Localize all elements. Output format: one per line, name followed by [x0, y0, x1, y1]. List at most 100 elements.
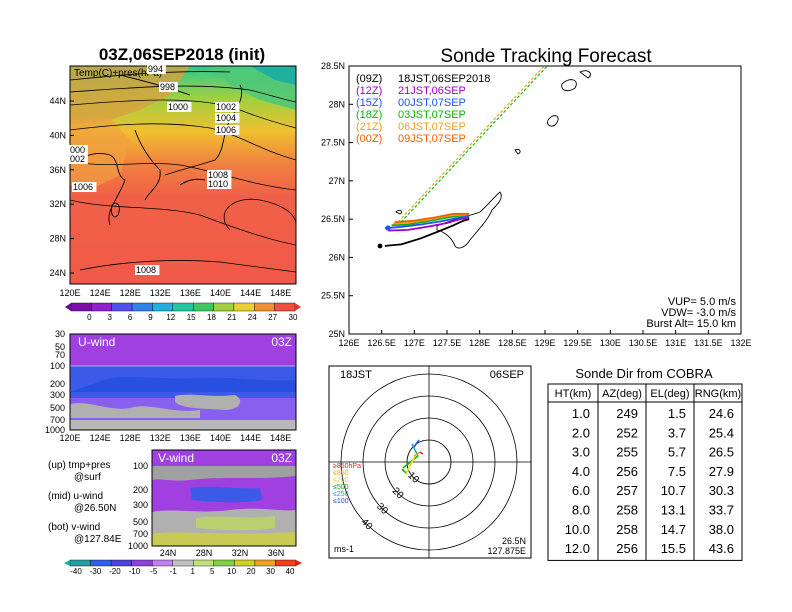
table-border — [547, 383, 743, 561]
pressure-legend-label: ≥850hPa — [333, 463, 361, 470]
tracking-lat-tick-label: 27N — [328, 176, 345, 186]
wind-colorbar-swatch — [234, 559, 256, 567]
wind-colorbar-swatch — [213, 559, 235, 567]
legend-note-sub: @surf — [74, 472, 101, 483]
map-lon-tick-label: 124E — [90, 288, 111, 298]
v-wind-lat-ticks: 24N 28N 32N 36N — [160, 548, 285, 558]
map-label: Temp(C)+pres(hPa) — [74, 68, 162, 79]
track-start-marker — [377, 243, 383, 249]
polar-units: ms-1 — [334, 544, 354, 554]
temp-colorbar-label: 21 — [227, 313, 236, 322]
table-cell: 5.7 — [668, 445, 686, 460]
tracking-legend-time: 00JST,07SEP — [398, 97, 466, 109]
table-cell: 14.7 — [661, 522, 686, 537]
table-cell: 26.5 — [709, 445, 734, 460]
temp-colorbar-swatch — [152, 302, 174, 312]
v-wind-field — [152, 450, 296, 546]
v-wind-pressure-tick: 700 — [133, 529, 148, 539]
polar-lat: 26.5N — [502, 536, 526, 546]
track-extension-orange — [397, 66, 546, 223]
temp-colorbar-swatch — [254, 302, 275, 312]
pressure-legend-label: ≤250 — [333, 491, 349, 498]
table-cell: 249 — [616, 406, 638, 421]
v-wind-title: V-wind — [158, 451, 194, 465]
wind-colorbar-label: -30 — [90, 567, 102, 576]
u-wind-pressure-tick: 500 — [50, 403, 65, 413]
table-cell: 7.5 — [668, 464, 686, 479]
tracking-map — [377, 66, 591, 249]
tracking-legend-time: 09JST,07SEP — [398, 133, 466, 145]
launch-point-marker — [385, 225, 391, 231]
table-cell: 25.4 — [709, 425, 734, 440]
wind-colorbar-swatch — [275, 559, 297, 567]
isobar-label: 1004 — [216, 113, 236, 123]
u-wind-title: U-wind — [78, 335, 115, 349]
tracking-legend-time: 03JST,07SEP — [398, 109, 466, 121]
tracking-lon-tick-label: 130.5E — [629, 338, 658, 348]
temp-colorbar-label: 9 — [148, 313, 153, 322]
map-title: 03Z,06SEP2018 (init) — [99, 45, 265, 64]
table-header-cell: RNG(km) — [695, 388, 741, 400]
table-cell: 252 — [616, 425, 638, 440]
map-lat-tick-label: 36N — [49, 165, 66, 175]
tracking-lon-tick-label: 129E — [534, 338, 555, 348]
wind-colorbar: -40 -30 -20 -10 -5 -1 1 5 10 20 30 40 — [64, 559, 302, 576]
v-wind-lat-tick: 36N — [268, 548, 285, 558]
pressure-legend-label: ≤850 — [333, 470, 349, 477]
u-wind-lon-tick: 144E — [240, 433, 261, 443]
isobar-label-bg — [207, 179, 232, 189]
table-cell: 255 — [616, 445, 638, 460]
wind-colorbar-label: -40 — [70, 567, 82, 576]
tracking-lat-tick-label: 28N — [328, 99, 345, 109]
table-cell: 15.5 — [661, 541, 686, 556]
table-cell: 3.7 — [668, 425, 686, 440]
temp-colorbar-swatch — [172, 302, 194, 312]
wind-hodograph — [401, 439, 424, 475]
tracking-param: Burst Alt= 15.0 km — [646, 318, 736, 330]
tracking-legend-run: (18Z) — [356, 109, 382, 121]
temp-colorbar-arrow-left — [65, 303, 71, 311]
tracking-legend: (09Z) 18JST,06SEP2018 (12Z) 21JST,06SEP (15Z… — [356, 73, 490, 145]
tracking-legend-run: (09Z) — [356, 73, 382, 85]
u-wind-field — [70, 334, 296, 430]
u-wind-lon-tick: 124E — [90, 433, 111, 443]
legend-note-label: (mid) u-wind — [48, 491, 103, 502]
temp-colorbar-swatch — [111, 302, 133, 312]
tracking-lat-ticks: 28.5N 28N 27.5N 27N 26.5N 26N 25.5N 25N — [321, 61, 353, 339]
isobar-label: 1010 — [208, 179, 228, 189]
track-extension-green — [400, 66, 549, 223]
tracking-lat-tick-label: 26.5N — [321, 214, 345, 224]
temp-colorbar-label: 27 — [268, 313, 277, 322]
wind-colorbar-label: 10 — [227, 567, 236, 576]
wind-colorbar-label: 1 — [191, 567, 196, 576]
u-wind-lon-tick: 148E — [270, 433, 291, 443]
map-lat-tick-label: 24N — [49, 268, 66, 278]
table-cell: 6.0 — [572, 483, 590, 498]
wind-colorbar-label: 30 — [266, 567, 275, 576]
tracking-legend-time: 06JST,07SEP — [398, 121, 466, 133]
v-wind-pressure-tick: 1000 — [128, 541, 148, 551]
temp-colorbar-swatch — [91, 302, 112, 312]
tracking-legend-run: (15Z) — [356, 97, 382, 109]
tracking-lat-tick-label: 28.5N — [321, 61, 345, 71]
wind-colorbar-swatch — [69, 559, 91, 567]
isobar-label-bg — [215, 125, 240, 135]
temp-colorbar-label: 30 — [289, 313, 298, 322]
temp-colorbar-label: 6 — [128, 313, 133, 322]
table-cell: 258 — [616, 503, 638, 518]
sonde-track-line — [393, 213, 467, 225]
polar-time: 18JST — [340, 369, 372, 381]
map-lon-ticks: 120E 124E 128E 132E 136E 140E 144E 148E — [59, 288, 291, 298]
u-wind-pressure-tick: 30 — [55, 329, 65, 339]
v-wind-frame — [151, 449, 297, 547]
v-wind-lat-tick: 28N — [196, 548, 213, 558]
tracking-param: VDW= -3.0 m/s — [661, 307, 736, 319]
v-wind-pressure-tick: 500 — [133, 517, 148, 527]
table-cell: 8.0 — [572, 503, 590, 518]
u-wind-lon-tick: 120E — [59, 433, 80, 443]
table-cell: 12.0 — [565, 541, 590, 556]
map-lon-tick-label: 128E — [120, 288, 141, 298]
legend-note-sub: @127.84E — [74, 534, 122, 545]
isobar-label: 1000 — [168, 102, 188, 112]
